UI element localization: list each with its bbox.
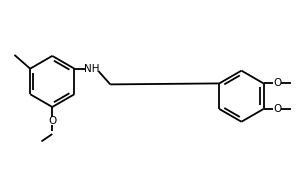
Text: O: O: [273, 78, 282, 88]
Text: NH: NH: [84, 64, 99, 74]
Text: O: O: [273, 104, 282, 114]
Text: O: O: [48, 116, 56, 126]
